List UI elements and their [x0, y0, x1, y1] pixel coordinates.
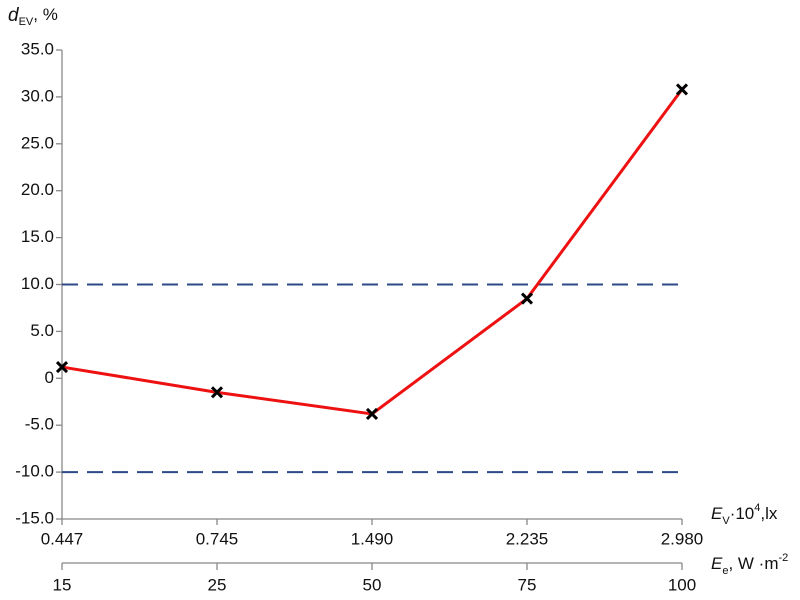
data-point — [210, 386, 224, 399]
y-tick-label: 5.0 — [30, 321, 54, 340]
x-tick-label: 1.490 — [351, 529, 394, 548]
y-tick-label: 35.0 — [21, 39, 54, 58]
x2-tick-label: 50 — [363, 575, 382, 594]
data-point — [675, 83, 689, 96]
data-point — [520, 292, 534, 305]
y-tick-label: 0 — [45, 368, 54, 387]
y-tick-label: -15.0 — [15, 508, 54, 527]
x2-tick-label: 15 — [53, 575, 72, 594]
y-axis-label: dEV, % — [8, 5, 58, 28]
y-tick-label: 10.0 — [21, 274, 54, 293]
y-tick-label: 25.0 — [21, 133, 54, 152]
data-point — [365, 407, 379, 421]
x2-tick-label: 75 — [518, 575, 537, 594]
x-tick-label: 0.447 — [41, 529, 84, 548]
x-axis-label: EV·104,lx — [711, 502, 778, 527]
data-line — [61, 88, 684, 416]
x-tick-label: 0.745 — [196, 529, 239, 548]
x2-axis-label: Ee, W ·m-2 — [711, 552, 788, 577]
x-tick-label: 2.980 — [661, 529, 704, 548]
y-tick-label: 20.0 — [21, 180, 54, 199]
y-tick-label: 30.0 — [21, 86, 54, 105]
y-tick-label: -5.0 — [25, 415, 54, 434]
y-tick-label: -10.0 — [15, 462, 54, 481]
x2-tick-label: 100 — [668, 575, 696, 594]
y-tick-label: 15.0 — [21, 227, 54, 246]
x2-tick-label: 25 — [208, 575, 227, 594]
data-point — [55, 360, 69, 374]
x-tick-label: 2.235 — [506, 529, 549, 548]
